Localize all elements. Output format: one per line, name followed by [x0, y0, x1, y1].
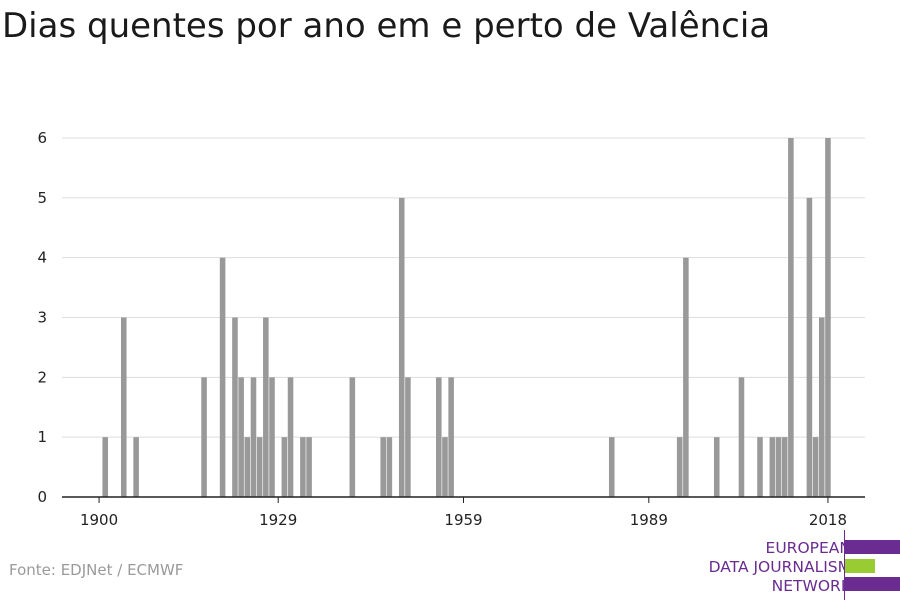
logo-bar-top — [845, 540, 900, 554]
bar-1927 — [263, 317, 269, 497]
bar-1995 — [683, 257, 689, 497]
bar-1983 — [608, 437, 615, 497]
bar-2011 — [781, 437, 788, 497]
bar-1950 — [405, 377, 411, 497]
bars — [102, 138, 831, 498]
chart-title: Dias quentes por ano em e perto de Valên… — [2, 6, 771, 46]
y-tick-label: 2 — [37, 368, 47, 386]
bar-2015 — [806, 197, 813, 498]
bar-1941 — [349, 377, 356, 497]
logo-line-2: DATA JOURNALISM — [708, 558, 851, 576]
bar-2010 — [775, 437, 782, 497]
bar-1924 — [244, 437, 251, 497]
bar-1923 — [238, 377, 244, 497]
bar-1994 — [676, 437, 683, 497]
bar-2012 — [788, 138, 794, 497]
bar-1934 — [306, 437, 312, 497]
logo-line-3: NETWORK — [771, 577, 851, 595]
bar-2009 — [769, 437, 776, 497]
bar-1949 — [398, 197, 405, 498]
bar-1925 — [250, 377, 257, 497]
logo-bar-bottom — [845, 577, 900, 591]
bar-1930 — [281, 437, 288, 497]
bar-2000 — [713, 437, 720, 497]
logo-line-1: EUROPEAN — [765, 539, 851, 557]
x-tick-label: 1900 — [80, 511, 118, 529]
bar-1926 — [256, 437, 263, 497]
bar-1933 — [300, 437, 306, 497]
bar-1920 — [219, 257, 226, 497]
bar-1922 — [232, 317, 238, 497]
y-tick-label: 6 — [37, 129, 47, 147]
gridlines — [62, 137, 865, 438]
logo-bar-middle — [845, 559, 875, 573]
x-tick-label: 1929 — [259, 511, 297, 529]
bar-2007 — [757, 437, 763, 497]
y-tick-label: 0 — [37, 488, 47, 506]
bar-1917 — [201, 377, 207, 497]
bar-1931 — [287, 377, 294, 497]
x-tick-label: 1989 — [630, 511, 668, 529]
bar-1904 — [120, 317, 127, 497]
bar-1957 — [448, 377, 454, 497]
bar-2017 — [818, 317, 825, 497]
bar-1956 — [442, 437, 448, 497]
x-tick-labels: 1900 1929 1959 1989 2018 — [80, 511, 847, 529]
logo-text: EUROPEAN DATA JOURNALISM NETWORK — [709, 539, 851, 596]
y-tick-labels: 0 1 2 3 4 5 6 — [37, 129, 47, 506]
bar-1947 — [386, 437, 393, 497]
y-tick-label: 4 — [37, 249, 47, 267]
source-label: Fonte: EDJNet / ECMWF — [9, 561, 184, 579]
bar-1901 — [102, 437, 109, 497]
bar-1906 — [133, 437, 139, 497]
x-tick-label: 2018 — [809, 511, 847, 529]
bar-1928 — [269, 377, 275, 497]
axes — [62, 496, 865, 503]
bar-2018 — [825, 138, 831, 497]
y-tick-label: 5 — [37, 189, 47, 207]
y-tick-label: 3 — [37, 309, 47, 327]
x-tick-label: 1959 — [444, 511, 482, 529]
y-tick-label: 1 — [37, 428, 47, 446]
bar-2016 — [812, 437, 819, 497]
bar-2004 — [738, 377, 745, 497]
bar-1946 — [380, 437, 386, 497]
bar-1955 — [436, 377, 442, 497]
logo-divider — [844, 530, 845, 600]
edjnet-logo: EUROPEAN DATA JOURNALISM NETWORK — [700, 530, 900, 600]
